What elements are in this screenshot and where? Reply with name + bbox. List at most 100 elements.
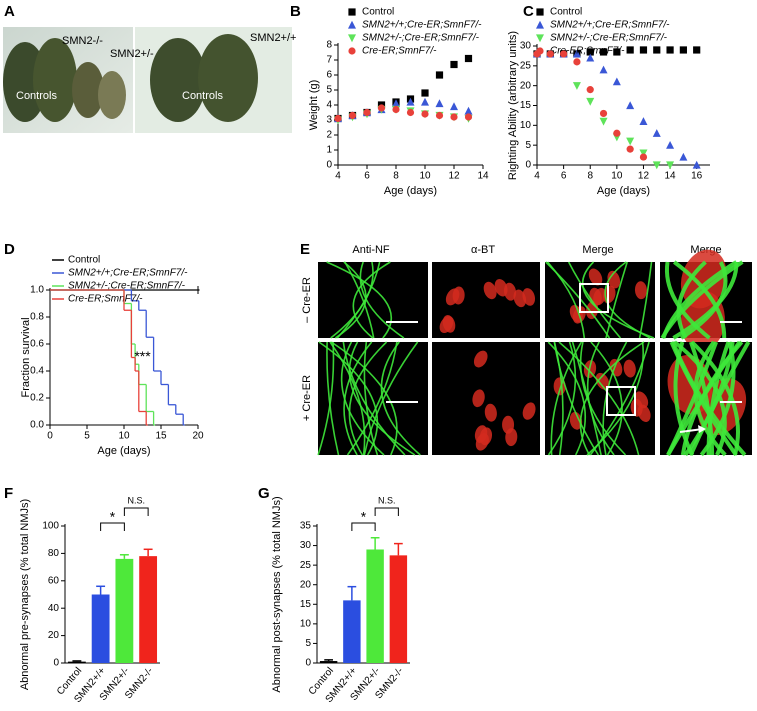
y-tick-label: 15 (520, 100, 532, 111)
data-point (639, 46, 648, 54)
data-point (377, 104, 386, 112)
axon (553, 341, 564, 456)
endplate (588, 268, 603, 286)
endplate (569, 411, 583, 430)
y-tick-label: 25 (520, 60, 532, 71)
data-point (421, 97, 429, 106)
y-tick-label: 20 (520, 80, 532, 91)
y-axis-label: Fraction survival (20, 317, 32, 397)
y-tick-label: 1 (326, 145, 332, 156)
endplate (595, 372, 610, 390)
data-point (586, 86, 594, 94)
y-tick-label: 20 (300, 579, 312, 590)
axon (550, 341, 583, 456)
data-point (613, 129, 621, 137)
y-axis-label: Abnormal post-synapses (% total NMJs) (271, 496, 283, 692)
endplate (513, 289, 527, 308)
photo-label: Controls (16, 90, 57, 102)
annotation: * (361, 509, 367, 525)
column-header: α-BT (471, 244, 495, 256)
data-point (560, 50, 568, 58)
y-tick-label: 2 (326, 130, 332, 141)
axon (664, 261, 711, 340)
legend-swatch (348, 20, 356, 29)
y-axis-label: Righting Ability (arbitrary units) (507, 31, 519, 180)
x-tick-label: 6 (561, 171, 567, 182)
data-point (599, 48, 608, 56)
x-tick-label: 8 (393, 171, 399, 182)
legend-swatch (536, 34, 544, 43)
axon (638, 261, 653, 339)
axon (586, 341, 615, 456)
endplate (483, 281, 497, 300)
panel-letter: A (4, 3, 15, 20)
legend-label: SMN2+/+;Cre-ER;SmnF7/- (550, 20, 670, 31)
data-point (693, 46, 701, 54)
data-point (406, 108, 415, 117)
axon (363, 341, 379, 456)
legend-label: SMN2+/+;Cre-ER;SmnF7/- (68, 268, 188, 279)
x-axis-label: Age (days) (597, 185, 650, 197)
axon (545, 261, 611, 339)
legend-label: SMN2+/-;Cre-ER;SmnF7/- (550, 33, 668, 44)
panel-letter: B (290, 3, 301, 20)
column-header: Anti-NF (352, 244, 390, 256)
data-point (639, 153, 648, 161)
data-point (692, 160, 701, 169)
data-point (626, 137, 635, 146)
panel-letter: D (4, 241, 15, 258)
endplate (634, 281, 647, 300)
axon (547, 341, 587, 456)
axon (363, 341, 419, 456)
data-point (450, 102, 458, 111)
axon (690, 340, 740, 456)
data-point (612, 77, 621, 86)
y-tick-label: 5 (525, 140, 531, 151)
y-tick-label: 0 (53, 658, 59, 669)
x-tick-label: 10 (419, 171, 431, 182)
y-tick-label: 6 (326, 70, 332, 81)
row-label: + Cre-ER (301, 375, 313, 421)
axon (579, 341, 627, 456)
y-tick-label: 15 (300, 599, 312, 610)
x-tick-label: 10 (118, 431, 130, 442)
data-point (626, 145, 634, 153)
annotation: * (110, 509, 116, 525)
data-point (652, 161, 661, 170)
data-point (421, 110, 429, 118)
y-tick-label: 25 (300, 560, 312, 571)
axon (340, 341, 385, 456)
data-point (613, 48, 621, 56)
axon (673, 260, 727, 339)
x-tick-label: 8 (587, 171, 593, 182)
data-point (450, 60, 458, 69)
y-tick-label: 0 (305, 658, 311, 669)
axon (676, 260, 707, 339)
y-axis-label: Weight (g) (308, 80, 320, 131)
legend-label: Control (362, 7, 394, 18)
data-point (406, 97, 415, 106)
axon (344, 261, 375, 339)
data-point (348, 111, 357, 120)
data-point (599, 109, 608, 118)
legend-label: SMN2+/-;Cre-ER;SmnF7/- (68, 281, 186, 292)
data-point (435, 71, 444, 79)
y-tick-label: 60 (48, 575, 60, 586)
data-point (392, 99, 400, 108)
endplate (474, 425, 488, 443)
column-header: Merge (582, 244, 613, 256)
y-tick-label: 5 (326, 85, 332, 96)
data-point (450, 113, 458, 121)
endplate (522, 402, 536, 420)
data-point (599, 65, 608, 74)
data-point (639, 149, 648, 158)
data-point (435, 99, 444, 108)
legend-label: SMN2+/+;Cre-ER;SmnF7/- (362, 20, 482, 31)
panel-letter: E (300, 241, 310, 258)
y-tick-label: 7 (326, 55, 332, 66)
x-tick-label: 14 (665, 171, 677, 182)
axon (567, 261, 622, 339)
legend-swatch (536, 20, 544, 29)
annotation: N.S. (378, 495, 396, 505)
